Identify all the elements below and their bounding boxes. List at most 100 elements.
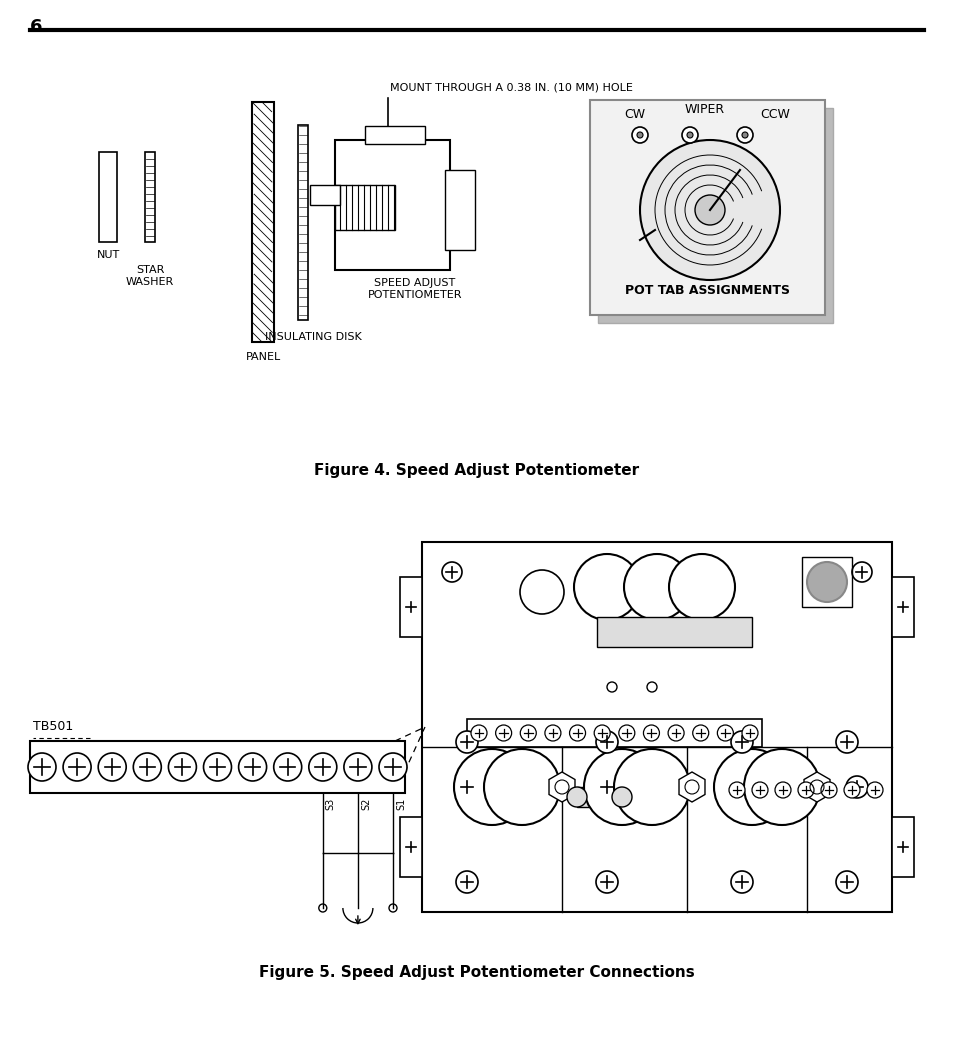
Text: Figure 5. Speed Adjust Potentiometer Connections: Figure 5. Speed Adjust Potentiometer Con… <box>259 965 694 980</box>
Bar <box>335 186 395 230</box>
Text: STAR
WASHER: STAR WASHER <box>126 265 174 286</box>
Bar <box>310 186 339 205</box>
Circle shape <box>741 725 758 741</box>
Bar <box>365 126 424 144</box>
Circle shape <box>63 753 91 781</box>
Circle shape <box>851 562 871 582</box>
Circle shape <box>741 132 747 138</box>
Circle shape <box>637 132 642 138</box>
Circle shape <box>743 749 820 825</box>
Circle shape <box>441 562 461 582</box>
Circle shape <box>456 776 477 798</box>
Text: SPEED ADJUST
POTENTIOMETER: SPEED ADJUST POTENTIOMETER <box>367 278 462 300</box>
Circle shape <box>519 725 536 741</box>
Circle shape <box>681 127 698 143</box>
Bar <box>297 125 308 320</box>
Circle shape <box>98 753 126 781</box>
Circle shape <box>639 140 780 280</box>
Bar <box>399 817 421 877</box>
Text: S2: S2 <box>360 798 371 811</box>
Bar <box>577 787 621 807</box>
Circle shape <box>612 787 631 807</box>
Circle shape <box>596 871 618 893</box>
Circle shape <box>309 753 336 781</box>
Bar <box>444 170 475 250</box>
Circle shape <box>668 554 734 620</box>
Text: CW: CW <box>624 108 645 121</box>
Text: POT TAB ASSIGNMENTS: POT TAB ASSIGNMENTS <box>624 284 789 297</box>
Text: S3: S3 <box>326 798 335 810</box>
Circle shape <box>574 554 639 620</box>
Circle shape <box>618 725 634 741</box>
Circle shape <box>519 570 563 614</box>
Circle shape <box>496 725 511 741</box>
Circle shape <box>614 749 689 825</box>
Bar <box>252 102 274 342</box>
Bar <box>421 542 891 912</box>
Circle shape <box>843 782 859 798</box>
Circle shape <box>596 731 618 753</box>
Bar <box>145 152 154 242</box>
Circle shape <box>471 725 486 741</box>
Circle shape <box>821 782 836 798</box>
Text: INSULATING DISK: INSULATING DISK <box>264 332 361 342</box>
Bar <box>891 817 913 877</box>
Circle shape <box>203 753 232 781</box>
Bar <box>399 577 421 637</box>
Circle shape <box>596 776 618 798</box>
Bar <box>252 102 274 342</box>
Circle shape <box>343 753 372 781</box>
Bar <box>30 741 405 793</box>
Bar <box>467 719 761 747</box>
Circle shape <box>454 749 530 825</box>
Circle shape <box>806 562 846 602</box>
Circle shape <box>835 871 857 893</box>
Circle shape <box>483 749 559 825</box>
Circle shape <box>730 731 752 753</box>
Bar <box>597 617 751 647</box>
Circle shape <box>713 749 789 825</box>
Circle shape <box>28 753 56 781</box>
Text: MOUNT THROUGH A 0.38 IN. (10 MM) HOLE: MOUNT THROUGH A 0.38 IN. (10 MM) HOLE <box>390 82 632 92</box>
Circle shape <box>238 753 266 781</box>
Text: Figure 4. Speed Adjust Potentiometer: Figure 4. Speed Adjust Potentiometer <box>314 463 639 478</box>
Text: TB501: TB501 <box>33 720 73 734</box>
Text: S1: S1 <box>395 798 406 810</box>
Circle shape <box>456 871 477 893</box>
Circle shape <box>631 127 647 143</box>
Text: CCW: CCW <box>760 108 789 121</box>
Circle shape <box>544 725 560 741</box>
Text: 6: 6 <box>30 18 43 36</box>
Circle shape <box>274 753 301 781</box>
Circle shape <box>569 725 585 741</box>
Circle shape <box>169 753 196 781</box>
Circle shape <box>692 725 708 741</box>
Circle shape <box>667 725 683 741</box>
Circle shape <box>642 725 659 741</box>
Bar <box>589 100 824 315</box>
Circle shape <box>845 776 867 798</box>
Bar <box>801 556 851 607</box>
Bar <box>891 577 913 637</box>
Circle shape <box>583 749 659 825</box>
Text: PANEL: PANEL <box>246 352 281 363</box>
Circle shape <box>378 753 407 781</box>
Circle shape <box>774 782 790 798</box>
Circle shape <box>133 753 161 781</box>
Circle shape <box>751 782 767 798</box>
Circle shape <box>456 731 477 753</box>
Bar <box>598 108 832 323</box>
Text: WIPER: WIPER <box>684 103 724 116</box>
Circle shape <box>566 787 586 807</box>
Circle shape <box>866 782 882 798</box>
Circle shape <box>728 782 744 798</box>
Circle shape <box>730 871 752 893</box>
Circle shape <box>835 731 857 753</box>
Circle shape <box>686 132 692 138</box>
Circle shape <box>737 127 752 143</box>
Bar <box>99 152 117 242</box>
Circle shape <box>623 554 689 620</box>
Circle shape <box>594 725 610 741</box>
Text: NUT: NUT <box>96 250 119 260</box>
Circle shape <box>695 195 724 225</box>
